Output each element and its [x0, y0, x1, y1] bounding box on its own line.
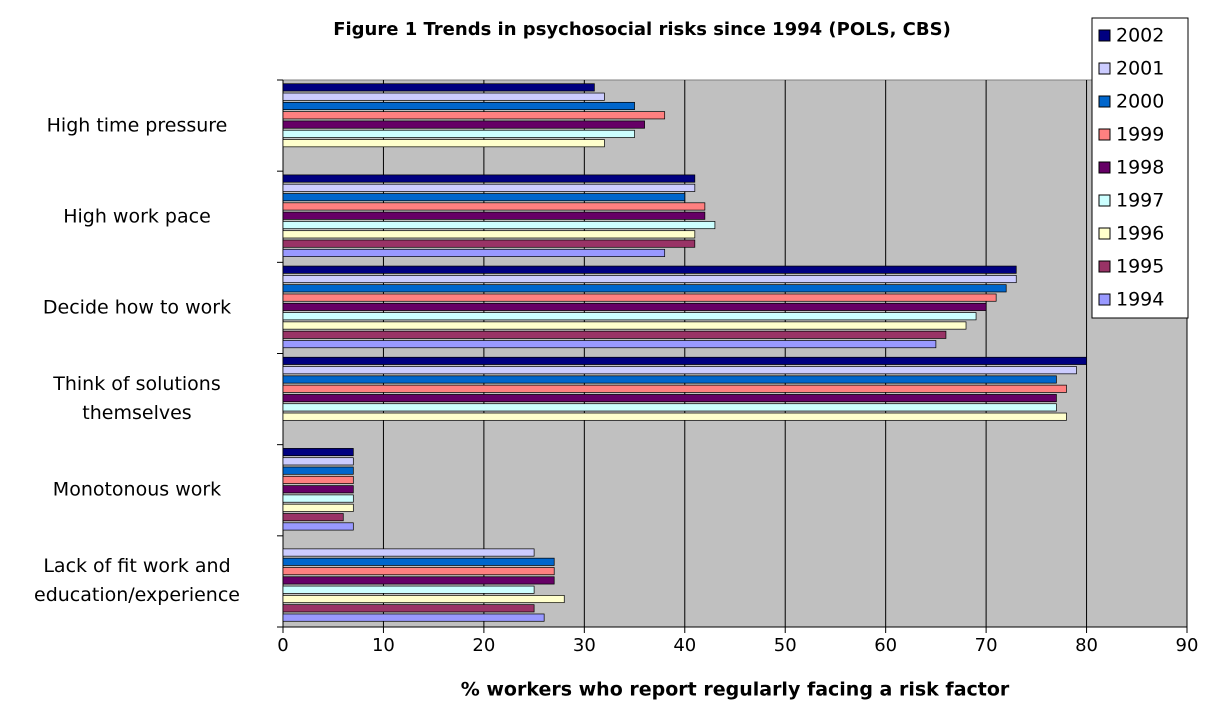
- legend-swatch: [1098, 95, 1111, 108]
- legend-swatch: [1098, 29, 1111, 42]
- bar: [282, 193, 686, 202]
- legend-label: 2002: [1116, 25, 1164, 47]
- bar: [282, 239, 696, 248]
- bar: [282, 557, 555, 566]
- bar: [282, 548, 535, 557]
- bar: [282, 312, 977, 321]
- y-tick-label: Decide how to work: [42, 296, 232, 319]
- legend-swatch: [1098, 62, 1111, 75]
- bar: [282, 83, 595, 92]
- x-tick-label: 40: [673, 635, 696, 656]
- bar: [282, 513, 344, 522]
- bar: [282, 211, 706, 220]
- bar: [282, 604, 535, 613]
- bar: [282, 412, 1067, 421]
- x-tick-label: 60: [874, 635, 897, 656]
- x-tick-label: 70: [975, 635, 998, 656]
- bar: [282, 394, 1057, 403]
- bar: [282, 139, 605, 148]
- x-tick-label: 20: [472, 635, 495, 656]
- bar: [282, 466, 354, 475]
- bar: [282, 221, 716, 230]
- bar: [282, 293, 997, 302]
- bar: [282, 183, 696, 192]
- legend-swatch: [1098, 194, 1111, 207]
- x-tick-label: 10: [372, 635, 395, 656]
- bar: [282, 321, 967, 330]
- legend-swatch: [1098, 161, 1111, 174]
- legend-swatch: [1098, 293, 1111, 306]
- bar: [282, 174, 696, 183]
- bar: [282, 284, 1007, 293]
- y-tick-label: Lack of fit work and education/experienc…: [34, 555, 240, 607]
- bar: [282, 485, 354, 494]
- x-tick-label: 30: [573, 635, 596, 656]
- legend-label: 2000: [1116, 91, 1164, 113]
- bar: [282, 503, 354, 512]
- bar: [282, 230, 696, 239]
- x-tick-label: 80: [1075, 635, 1098, 656]
- bar: [282, 265, 1017, 274]
- bar: [282, 403, 1057, 412]
- bar: [282, 475, 354, 484]
- bar: [282, 129, 635, 138]
- y-tick-label: Monotonous work: [52, 478, 222, 501]
- bar: [282, 613, 545, 622]
- legend-label: 1994: [1116, 289, 1164, 311]
- bar: [282, 384, 1067, 393]
- bar: [282, 448, 354, 457]
- chart-title: Figure 1 Trends in psychosocial risks si…: [333, 19, 951, 40]
- bar: [282, 375, 1057, 384]
- x-axis-title: % workers who report regularly facing a …: [461, 679, 1010, 701]
- bar: [282, 92, 605, 101]
- x-tick-label: 90: [1176, 635, 1199, 656]
- bar: [282, 111, 666, 120]
- bar: [282, 248, 666, 257]
- bar: [282, 494, 354, 503]
- bar: [282, 101, 635, 110]
- legend-label: 1997: [1116, 190, 1164, 212]
- bar: [282, 356, 1087, 365]
- x-tick-label: 50: [774, 635, 797, 656]
- bar: [282, 366, 1077, 375]
- bar: [282, 567, 555, 576]
- legend-label: 1995: [1116, 256, 1164, 278]
- legend-label: 1998: [1116, 157, 1164, 179]
- bar: [282, 120, 645, 129]
- legend-swatch: [1098, 227, 1111, 240]
- y-tick-label: High work pace: [63, 205, 211, 228]
- bar: [282, 585, 535, 594]
- y-tick-label: Think of solutions themselves: [53, 373, 221, 425]
- legend-label: 1996: [1116, 223, 1164, 245]
- bar: [282, 330, 947, 339]
- legend-swatch: [1098, 128, 1111, 141]
- bar: [282, 302, 987, 311]
- legend-label: 2001: [1116, 58, 1164, 80]
- x-tick-label: 0: [277, 635, 288, 656]
- bar: [282, 340, 937, 349]
- bar: [282, 202, 706, 211]
- bar: [282, 522, 354, 531]
- bar: [282, 457, 354, 466]
- y-tick-label: High time pressure: [46, 114, 228, 137]
- legend-swatch: [1098, 260, 1111, 273]
- plot-area: [282, 79, 1188, 628]
- bar: [282, 576, 555, 585]
- bar: [282, 275, 1017, 284]
- legend-label: 1999: [1116, 124, 1164, 146]
- bar: [282, 595, 565, 604]
